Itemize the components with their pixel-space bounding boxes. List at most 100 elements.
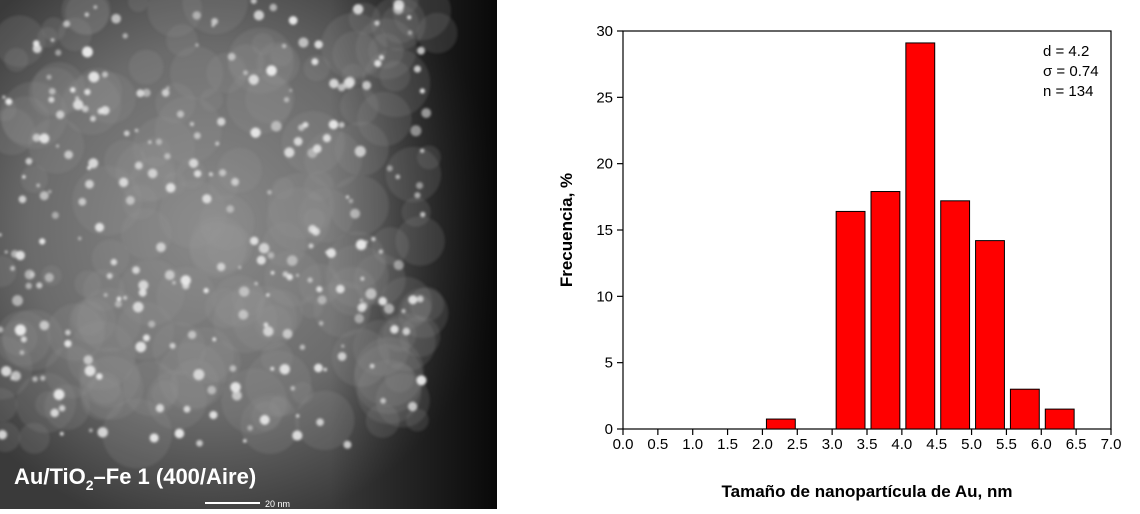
particle — [84, 12, 89, 17]
particle — [359, 298, 364, 302]
particle — [407, 30, 413, 35]
particle — [172, 281, 176, 285]
particle — [106, 273, 113, 279]
haze — [82, 269, 125, 311]
particle — [193, 132, 201, 140]
x-tick-label: 5.0 — [961, 436, 982, 453]
haze — [395, 216, 445, 266]
particle — [243, 439, 247, 443]
particle — [312, 144, 322, 153]
particle — [161, 89, 170, 97]
haze — [409, 287, 445, 322]
particle — [22, 175, 26, 179]
particle — [39, 320, 50, 331]
particle — [93, 5, 98, 9]
particle — [203, 288, 209, 294]
particle — [256, 255, 266, 265]
particle — [0, 233, 2, 237]
particle — [156, 242, 166, 252]
particle — [84, 88, 91, 96]
particle — [25, 157, 33, 165]
annotation: n = 134 — [1043, 83, 1093, 100]
particle — [155, 138, 162, 145]
haze — [177, 327, 235, 384]
scale-bar-label: 20 nm — [265, 499, 290, 509]
particle — [322, 134, 331, 143]
particle — [231, 178, 239, 186]
particle — [360, 276, 365, 281]
particle — [420, 211, 426, 218]
haze — [329, 175, 389, 236]
particle — [231, 390, 242, 401]
particle — [229, 365, 237, 372]
particle — [208, 172, 213, 177]
haze — [147, 0, 203, 37]
x-tick-label: 4.5 — [926, 436, 947, 453]
haze — [156, 267, 216, 326]
particle — [308, 243, 314, 249]
particle — [217, 117, 226, 126]
particle — [166, 183, 176, 193]
particle — [111, 13, 121, 24]
particle — [84, 365, 96, 377]
haze — [176, 159, 206, 189]
particle — [64, 339, 72, 348]
particle — [47, 189, 52, 194]
particle — [180, 275, 191, 286]
particle — [318, 321, 324, 326]
particle — [250, 127, 261, 138]
particle — [239, 286, 250, 297]
particle — [279, 364, 290, 375]
particle — [247, 425, 253, 431]
particle — [44, 273, 54, 283]
particle — [420, 148, 425, 153]
particle — [341, 344, 345, 348]
particle — [1, 366, 12, 377]
particle — [64, 150, 73, 160]
particle — [147, 168, 158, 179]
particle — [88, 428, 93, 433]
haze — [0, 255, 17, 288]
x-tick-label: 6.5 — [1066, 436, 1087, 453]
particle — [132, 301, 144, 313]
particle — [390, 325, 399, 334]
haze — [379, 60, 411, 92]
particle — [88, 158, 99, 169]
particle — [414, 192, 421, 199]
particle — [416, 375, 427, 386]
haze — [91, 239, 130, 277]
particle — [259, 415, 270, 425]
particle — [283, 97, 290, 103]
particle — [416, 295, 424, 303]
particle — [70, 87, 76, 93]
label-text: Au/TiO — [14, 464, 86, 489]
haze — [303, 54, 330, 82]
particle — [288, 16, 298, 25]
particle — [215, 141, 220, 146]
particle — [226, 205, 234, 213]
bar — [1044, 408, 1075, 430]
particle — [196, 439, 203, 447]
bar — [975, 240, 1005, 430]
particle — [284, 147, 295, 158]
particle — [408, 401, 418, 412]
particle — [217, 262, 226, 272]
particle — [55, 49, 62, 56]
particle — [343, 78, 354, 89]
particle — [270, 366, 275, 371]
particle — [249, 236, 259, 246]
particle — [253, 10, 264, 21]
particle — [122, 33, 128, 39]
haze — [416, 12, 458, 54]
particle — [345, 195, 350, 199]
x-tick-label: 0.5 — [647, 436, 668, 453]
particle — [101, 71, 108, 78]
particle — [0, 430, 8, 440]
particle — [142, 334, 150, 342]
haze — [281, 111, 345, 175]
particle — [33, 40, 40, 47]
particle — [97, 108, 104, 115]
y-tick-label: 25 — [596, 89, 613, 106]
particle — [189, 158, 199, 168]
